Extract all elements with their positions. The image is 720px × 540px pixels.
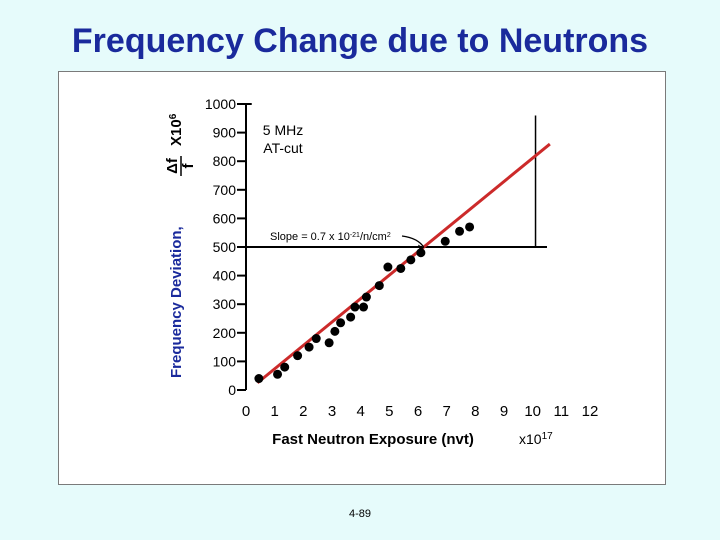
chart-title: Frequency Change due to Neutrons: [71, 22, 649, 60]
x-axis-multiplier: x1017: [519, 431, 553, 448]
axes: [237, 103, 247, 391]
x-tick-label: 7: [442, 403, 450, 420]
y-tick-label: 500: [213, 239, 237, 255]
data-point: [324, 338, 334, 348]
data-point: [416, 248, 426, 258]
x-tick-label: 2: [299, 403, 307, 420]
data-point: [273, 369, 283, 379]
data-point: [396, 263, 406, 273]
data-point: [383, 262, 393, 272]
data-point: [336, 318, 346, 328]
y-axis-label-fraction-den: f: [180, 163, 197, 169]
x-tick-label: 5: [385, 403, 393, 420]
y-tick-label: 300: [213, 296, 237, 312]
data-point: [330, 326, 340, 336]
page-number: 4-89: [348, 508, 372, 520]
y-tick-label: 200: [213, 325, 237, 341]
y-tick-label: 400: [213, 268, 237, 284]
x-tick-label: 8: [471, 403, 479, 420]
data-points: [254, 222, 475, 384]
fit-line-group: [256, 142, 551, 385]
data-point: [359, 302, 369, 312]
x-tick-label: 6: [414, 403, 422, 420]
data-point: [346, 312, 356, 322]
x-tick-label: 1: [270, 403, 278, 420]
y-tick-label: 1000: [205, 96, 236, 112]
data-point: [254, 374, 264, 384]
data-point: [350, 302, 360, 312]
data-point: [406, 255, 416, 265]
x-axis-label: Fast Neutron Exposure (nvt): [272, 431, 474, 448]
slope-pointer: [401, 235, 425, 248]
crystal-annotation: 5 MHz: [263, 122, 303, 138]
data-point: [293, 351, 303, 361]
x-tick-label: 11: [554, 403, 570, 420]
data-point: [280, 362, 290, 372]
data-point: [311, 334, 321, 344]
slope-pointer-arrowhead: [418, 244, 424, 251]
y-tick-label: 600: [213, 210, 237, 226]
data-point: [455, 226, 465, 236]
data-point: [465, 222, 475, 232]
x-tick-label: 9: [500, 403, 508, 420]
reference-lines: [246, 103, 547, 248]
y-tick-label: 0: [228, 382, 236, 398]
y-tick-label: 800: [213, 153, 237, 169]
data-point: [304, 342, 314, 352]
crystal-annotation: AT-cut: [263, 140, 303, 156]
y-tick-label: 700: [213, 182, 237, 198]
data-point: [440, 236, 450, 246]
data-point: [361, 292, 371, 302]
y-axis-label-fraction-num: Δf: [164, 157, 181, 174]
fit-line: [256, 142, 551, 385]
y-axis-label: Frequency Deviation, Δf f X106: [164, 113, 197, 378]
slope-annotation: Slope = 0.7 x 10-21/n/cm2: [270, 231, 391, 243]
x-tick-label: 3: [328, 403, 336, 420]
y-axis-label-prefix: Frequency Deviation,: [168, 226, 185, 378]
x-tick-label: 4: [356, 403, 364, 420]
x-tick-label: 10: [524, 403, 541, 420]
y-tick-label: 100: [213, 353, 237, 369]
chart-panel: [58, 71, 666, 485]
x-tick-label: 12: [582, 403, 599, 420]
y-axis-label-multiplier: X106: [168, 113, 186, 146]
x-tick-label: 0: [242, 403, 250, 420]
data-point: [374, 281, 384, 291]
y-tick-label: 900: [213, 125, 237, 141]
